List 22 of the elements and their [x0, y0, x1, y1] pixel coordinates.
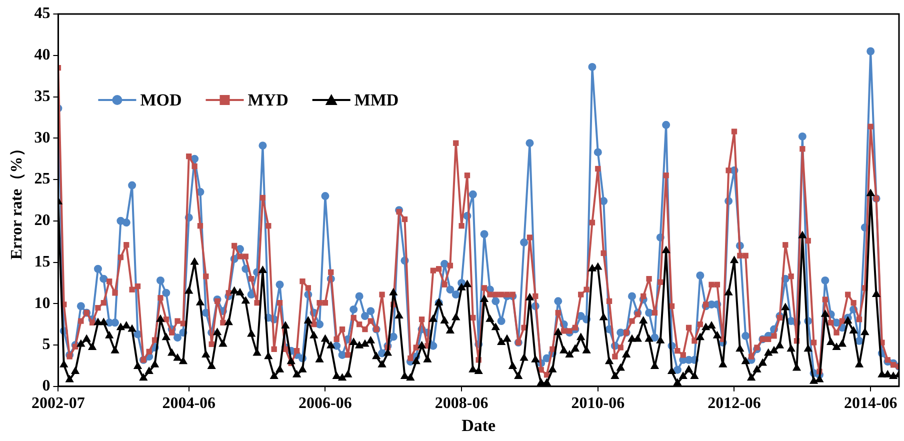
x-tick-label: 2014-06 [844, 395, 898, 412]
y-tick-label: 10 [34, 294, 50, 312]
x-tick-label: 2012-06 [708, 395, 761, 412]
y-tick-label: 40 [34, 46, 50, 64]
y-tick-label: 35 [34, 88, 50, 105]
y-tick-label: 45 [34, 5, 50, 22]
legend-label: MMD [354, 90, 399, 110]
x-tick-label: 2006-06 [298, 395, 352, 412]
y-tick-label: 30 [34, 129, 50, 146]
x-tick-label: 2004-06 [162, 395, 216, 412]
y-tick-label: 15 [34, 253, 50, 270]
x-tick-label: 2010-06 [571, 395, 625, 412]
legend-label: MYD [248, 90, 288, 110]
legend-label: MOD [140, 90, 182, 110]
x-tick-label: 2008-06 [434, 395, 488, 412]
y-tick-label: 5 [42, 336, 50, 354]
y-tick-label: 20 [34, 212, 50, 230]
x-axis-title: Date [462, 416, 496, 436]
x-tick-label: 2002-07 [32, 395, 85, 412]
y-tick-label: 0 [42, 378, 50, 395]
y-tick-label: 25 [34, 170, 50, 188]
y-axis-title: Error rate（%） [8, 140, 26, 260]
